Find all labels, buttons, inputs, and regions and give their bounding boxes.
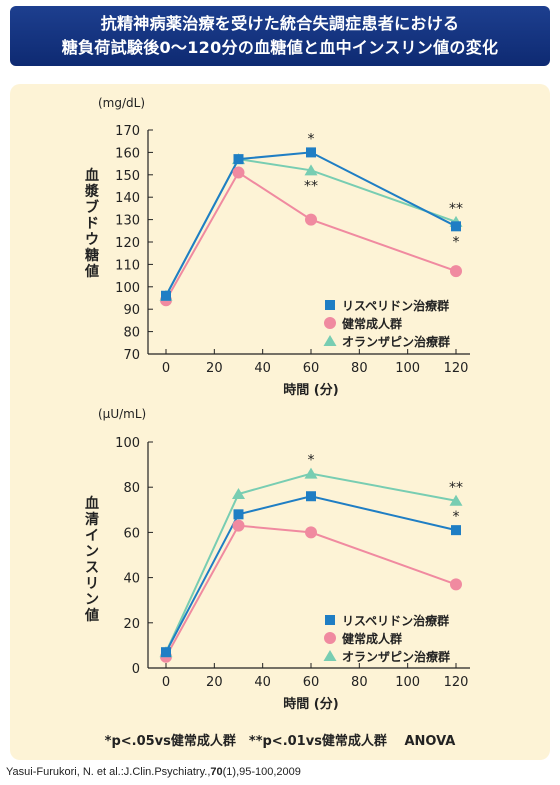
significance-mark: * [453,509,460,525]
significance-mark: ** [304,178,318,194]
y-tick-label: 160 [115,146,140,161]
y-axis-label: 血清インスリン値 [84,495,99,624]
y-axis-label: 血漿ブドウ糖値 [84,167,100,280]
significance-mark: * [453,234,460,250]
chart-panel [10,84,550,760]
y-axis-unit: (μU/mL) [98,407,146,421]
legend-label: オランザピン治療群 [342,334,450,349]
x-tick-label: 100 [395,361,420,376]
x-axis-label: 時間 (分) [283,382,338,398]
legend-marker [324,632,336,644]
y-tick-label: 90 [123,303,140,318]
x-tick-label: 20 [206,361,223,376]
data-point [161,290,171,301]
x-tick-label: 60 [303,675,320,690]
legend-label: 健常成人群 [342,316,402,331]
significance-mark: * [308,453,315,469]
significance-footnote: *p<.05vs健常成人群 **p<.01vs健常成人群 ANOVA [104,734,456,749]
x-tick-label: 80 [351,675,368,690]
legend-marker [325,615,335,625]
y-tick-label: 140 [115,191,140,206]
significance-mark: ** [449,480,463,496]
y-tick-label: 100 [115,281,140,296]
y-tick-label: 0 [132,662,140,677]
data-point [233,154,244,165]
legend-marker [324,317,336,329]
series-line [165,524,457,658]
y-tick-label: 80 [123,326,140,341]
data-point [232,519,245,532]
y-tick-label: 110 [115,258,140,273]
data-point [305,213,317,226]
y-tick-label: 130 [115,214,140,229]
citation-suffix: (1),95-100,2009 [222,766,301,778]
legend-label: 健常成人群 [342,631,402,646]
data-point [306,491,316,502]
x-tick-label: 120 [444,361,469,376]
legend-label: リスペリドン治療群 [342,613,449,628]
x-tick-label: 60 [303,361,320,376]
significance-mark: ** [449,201,463,217]
legend-marker [325,300,335,310]
y-tick-label: 70 [123,348,140,363]
citation-prefix: Yasui-Furukori, N. et al.:J.Clin.Psychia… [6,766,211,778]
y-tick-label: 150 [115,169,140,184]
data-point [450,265,462,278]
y-axis-unit: (mg/dL) [98,96,145,110]
x-tick-label: 120 [444,675,469,690]
y-tick-label: 60 [123,526,140,541]
data-point [232,487,245,499]
series-line [165,171,457,301]
citation-volume: 70 [210,766,223,778]
x-tick-label: 40 [254,361,271,376]
y-tick-label: 120 [115,236,140,251]
data-point [304,164,318,176]
legend-marker [323,335,337,346]
y-tick-label: 80 [123,481,140,496]
x-tick-label: 0 [162,675,170,690]
data-point [450,578,462,591]
y-tick-label: 100 [115,436,140,451]
series-line [165,151,457,297]
x-tick-label: 100 [395,675,420,690]
x-tick-label: 40 [254,675,271,690]
significance-mark: * [308,131,315,147]
data-point [449,494,463,506]
x-tick-label: 80 [351,361,368,376]
data-point [161,647,171,658]
legend-marker [323,650,337,661]
citation: Yasui-Furukori, N. et al.:J.Clin.Psychia… [6,766,301,778]
legend-label: オランザピン治療群 [342,649,450,664]
data-point [451,221,461,232]
x-axis-label: 時間 (分) [283,696,338,712]
y-tick-label: 40 [123,572,140,587]
title-line-2: 糖負荷試験後0〜120分の血糖値と血中インスリン値の変化 [61,38,499,57]
data-point [451,525,461,536]
data-point [233,509,244,520]
title-line-1: 抗精神病薬治療を受けた統合失調症患者における [100,14,460,33]
y-tick-label: 170 [115,124,140,139]
data-point [306,147,316,158]
series-line [165,472,457,653]
series-line [165,495,457,653]
x-tick-label: 0 [162,361,170,376]
x-tick-label: 20 [206,675,223,690]
legend-label: リスペリドン治療群 [342,298,449,313]
data-point [232,166,245,179]
y-tick-label: 20 [123,617,140,632]
data-point [305,526,317,539]
data-point [304,467,318,479]
title-banner: 抗精神病薬治療を受けた統合失調症患者における 糖負荷試験後0〜120分の血糖値と… [10,6,550,66]
